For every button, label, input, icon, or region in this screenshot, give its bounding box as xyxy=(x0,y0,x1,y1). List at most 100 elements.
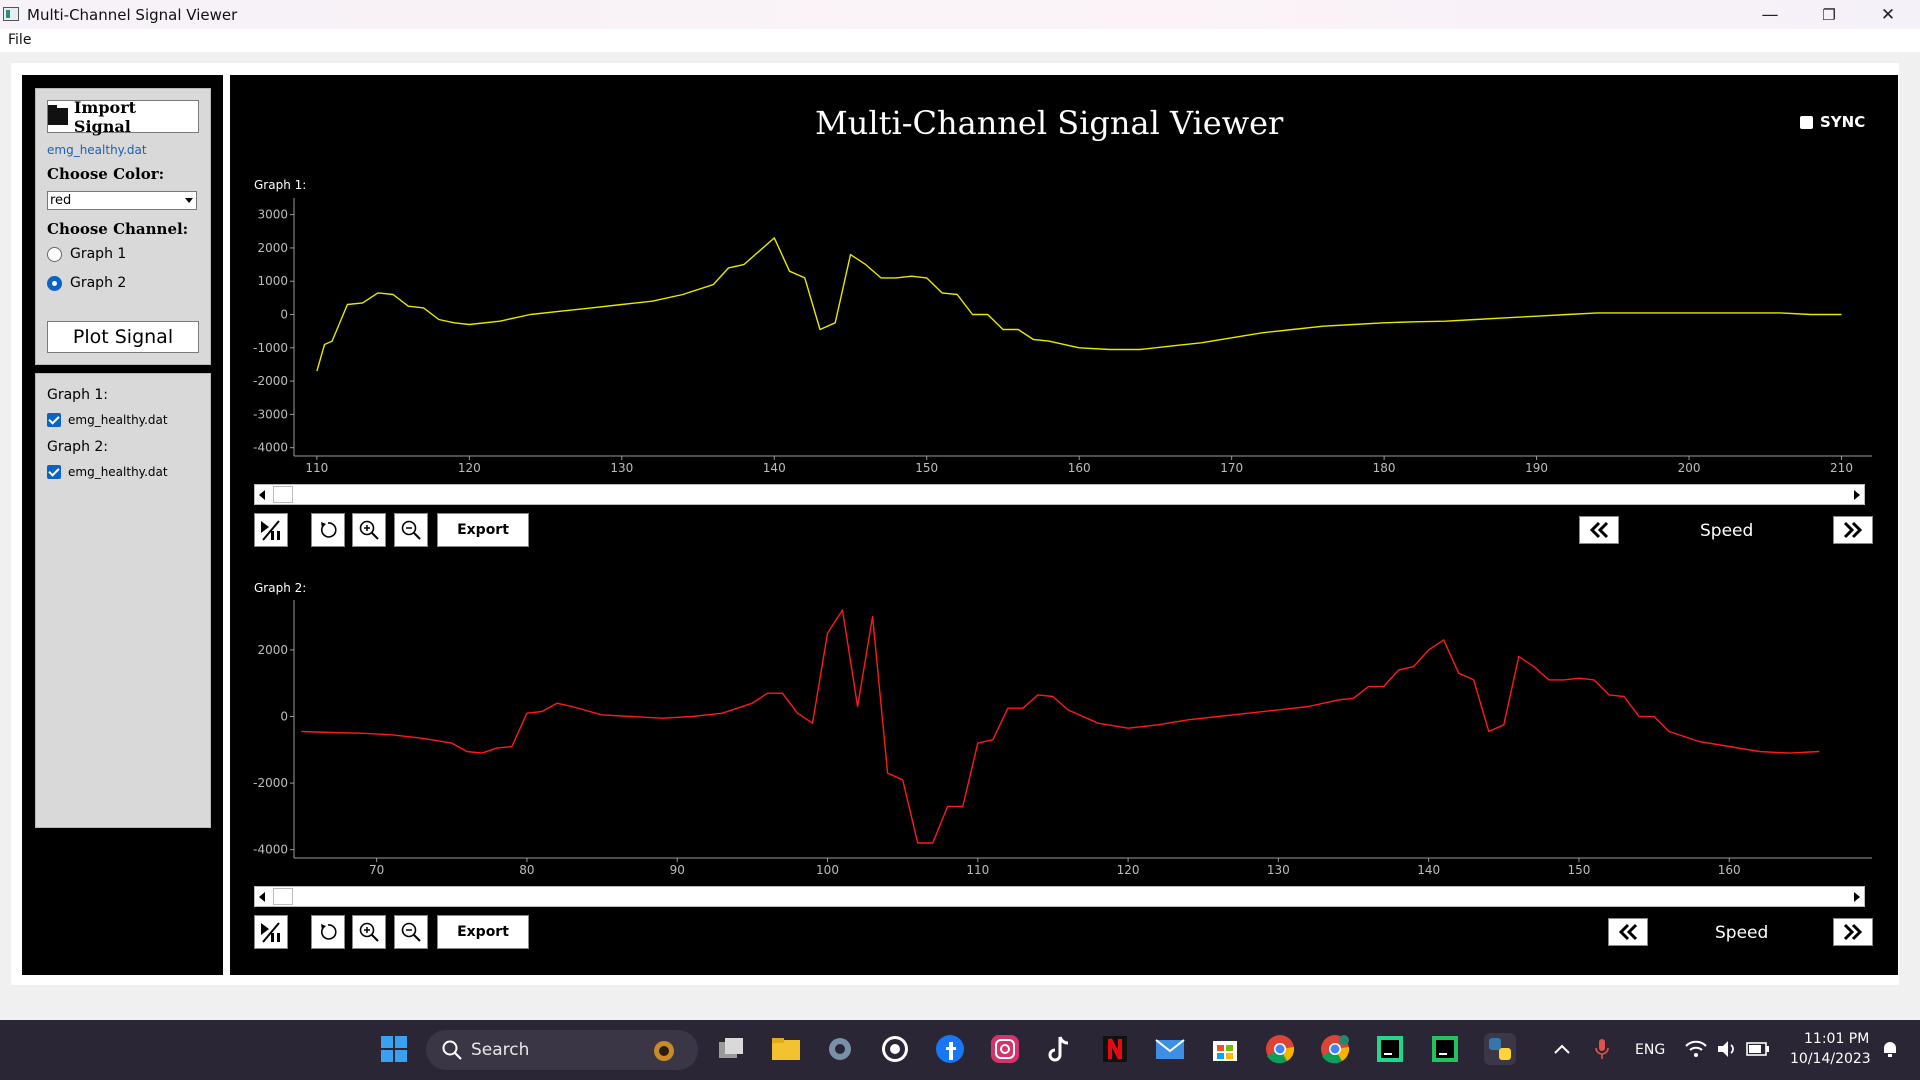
start-icon[interactable] xyxy=(378,1033,410,1065)
clock-time[interactable]: 11:01 PM xyxy=(1804,1031,1870,1047)
x-tick-label: 140 xyxy=(763,461,786,475)
graph-1-reset-button[interactable] xyxy=(311,513,345,547)
facebook-icon[interactable] xyxy=(934,1033,966,1065)
loaded-file-graph-1[interactable]: emg_healthy.dat xyxy=(47,413,168,427)
imported-file-name: emg_healthy.dat xyxy=(47,143,147,157)
loaded-file-graph-1-name: emg_healthy.dat xyxy=(68,413,168,427)
tiktok-icon[interactable] xyxy=(1044,1033,1076,1065)
pycharm-icon[interactable] xyxy=(1374,1033,1406,1065)
folder-icon xyxy=(48,105,68,125)
wifi-icon[interactable] xyxy=(1680,1033,1712,1065)
graph-1-slow-down-button[interactable] xyxy=(1579,516,1619,544)
scroll-thumb[interactable] xyxy=(273,486,293,503)
battery-icon[interactable] xyxy=(1742,1033,1774,1065)
checkbox-checked-icon xyxy=(47,413,61,427)
rewind-icon xyxy=(1618,923,1638,941)
y-tick-label: -2000 xyxy=(253,374,288,388)
minimize-button[interactable]: — xyxy=(1761,4,1779,25)
graph-2-zoom-out-button[interactable] xyxy=(394,915,428,949)
x-tick-label: 150 xyxy=(915,461,938,475)
graph-2-zoom-in-button[interactable] xyxy=(352,915,386,949)
x-tick-label: 160 xyxy=(1068,461,1091,475)
chevron-up-icon[interactable] xyxy=(1546,1033,1578,1065)
mail-icon[interactable] xyxy=(1154,1033,1186,1065)
import-signal-button[interactable]: Import Signal xyxy=(47,98,199,136)
graph-1-speed-up-button[interactable] xyxy=(1833,516,1873,544)
x-tick-label: 110 xyxy=(966,863,989,877)
scroll-left-icon[interactable] xyxy=(259,490,265,500)
clock-date[interactable]: 10/14/2023 xyxy=(1790,1051,1871,1067)
volume-icon[interactable] xyxy=(1712,1033,1744,1065)
settings-icon[interactable] xyxy=(824,1033,856,1065)
taskbar-search-label: Search xyxy=(471,1040,530,1060)
scroll-thumb[interactable] xyxy=(273,888,293,905)
whatsapp-icon[interactable] xyxy=(879,1033,911,1065)
datagrip-icon[interactable] xyxy=(1429,1033,1461,1065)
window-title: Multi-Channel Signal Viewer xyxy=(27,6,238,24)
graph-2-label: Graph 2: xyxy=(254,581,307,595)
taskbar-search[interactable] xyxy=(426,1030,698,1070)
netflix-icon[interactable] xyxy=(1099,1033,1131,1065)
graph-1-play-pause-button[interactable] xyxy=(254,513,288,547)
y-tick-label: -1000 xyxy=(253,341,288,355)
graph-1-zoom-in-button[interactable] xyxy=(352,513,386,547)
radio-graph-2[interactable]: Graph 2 xyxy=(47,275,126,291)
color-dropdown[interactable]: red xyxy=(47,191,197,210)
controls-box: Import Signal emg_healthy.dat Choose Col… xyxy=(35,88,211,365)
scroll-right-icon[interactable] xyxy=(1854,892,1860,902)
chrome-profile-icon[interactable] xyxy=(1319,1033,1351,1065)
close-button[interactable]: ✕ xyxy=(1880,4,1896,25)
graph-2-speed-up-button[interactable] xyxy=(1833,918,1873,946)
graph-2-scrollbar[interactable] xyxy=(254,886,1865,907)
checkbox-checked-icon xyxy=(47,465,61,479)
microphone-icon[interactable] xyxy=(1586,1033,1618,1065)
sync-checkbox[interactable]: SYNC xyxy=(1800,113,1865,131)
signal-line-graph-1 xyxy=(316,237,1842,372)
y-tick-label: 2000 xyxy=(257,241,288,255)
x-tick-label: 150 xyxy=(1567,863,1590,877)
title-bar: Multi-Channel Signal Viewer — ❐ ✕ xyxy=(0,0,1920,29)
chevron-down-icon xyxy=(185,198,193,203)
graph-1-scrollbar[interactable] xyxy=(254,484,1865,505)
scroll-right-icon[interactable] xyxy=(1854,490,1860,500)
y-tick-label: 0 xyxy=(280,710,288,724)
fast-forward-icon xyxy=(1843,521,1863,539)
y-tick-label: -2000 xyxy=(253,776,288,790)
x-tick-label: 210 xyxy=(1830,461,1853,475)
chrome-icon[interactable] xyxy=(1264,1033,1296,1065)
instagram-icon[interactable] xyxy=(989,1033,1021,1065)
graph-2-play-pause-button[interactable] xyxy=(254,915,288,949)
loaded-file-graph-2[interactable]: emg_healthy.dat xyxy=(47,465,168,479)
menu-file[interactable]: File xyxy=(8,32,32,48)
radio-graph-1[interactable]: Graph 1 xyxy=(47,246,126,262)
scroll-left-icon[interactable] xyxy=(259,892,265,902)
zoom-in-icon xyxy=(359,520,379,540)
plot-signal-button[interactable]: Plot Signal xyxy=(47,321,199,353)
x-tick-label: 120 xyxy=(1117,863,1140,877)
language-indicator[interactable]: ENG xyxy=(1635,1042,1666,1058)
y-tick-label: 0 xyxy=(280,308,288,322)
graph-2-reset-button[interactable] xyxy=(311,915,345,949)
sync-label: SYNC xyxy=(1820,113,1866,131)
x-tick-label: 80 xyxy=(519,863,534,877)
graph-1-zoom-out-button[interactable] xyxy=(394,513,428,547)
graph-1-speed-label: Speed xyxy=(1700,521,1754,541)
reset-icon xyxy=(320,522,337,538)
python-app-icon[interactable] xyxy=(1484,1033,1516,1065)
fast-forward-icon xyxy=(1843,923,1863,941)
graph-2-slow-down-button[interactable] xyxy=(1608,918,1648,946)
x-tick-label: 100 xyxy=(816,863,839,877)
task-view-icon[interactable] xyxy=(715,1033,747,1065)
graph-1-export-button[interactable]: Export xyxy=(437,513,529,547)
x-tick-label: 180 xyxy=(1373,461,1396,475)
notifications-icon[interactable] xyxy=(1874,1033,1906,1065)
graph-2-speed-label: Speed xyxy=(1715,923,1769,943)
store-icon[interactable] xyxy=(1209,1033,1241,1065)
x-tick-label: 140 xyxy=(1417,863,1440,877)
graph-2-export-button[interactable]: Export xyxy=(437,915,529,949)
restore-button[interactable]: ❐ xyxy=(1822,5,1836,24)
y-tick-label: 2000 xyxy=(257,643,288,657)
file-explorer-icon[interactable] xyxy=(770,1033,802,1065)
